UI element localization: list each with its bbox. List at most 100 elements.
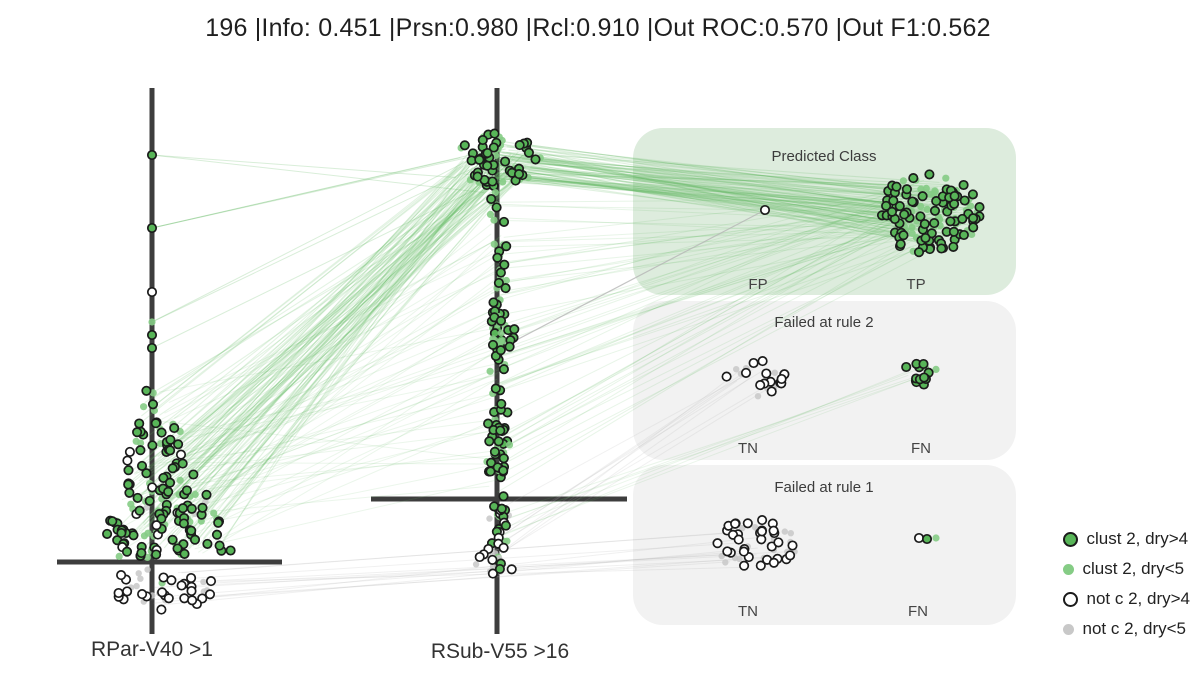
flow-line — [498, 209, 923, 392]
data-point-axis2-top — [500, 156, 511, 167]
flow-line — [153, 168, 520, 398]
flow-line — [132, 147, 497, 471]
data-point-tp-cluster — [923, 205, 931, 213]
data-point-rule1-tn — [739, 560, 750, 571]
flow-line — [160, 420, 501, 461]
flow-line — [173, 167, 514, 419]
data-point-axis1-swarm — [165, 445, 176, 456]
data-point-tp-cluster — [913, 247, 925, 258]
data-point-axis1-swarm — [175, 449, 187, 460]
flow-line — [511, 158, 889, 204]
data-point-axis1-swarm — [156, 513, 167, 524]
data-point-axis2-strand — [490, 240, 498, 248]
flow-line — [505, 246, 911, 482]
data-point-axis2-low-bulge — [489, 446, 500, 457]
flow-line — [499, 192, 919, 296]
flow-line — [527, 172, 948, 188]
data-point-axis1-swarm — [179, 548, 190, 559]
data-point-axis2-strand — [486, 210, 495, 218]
flow-line — [187, 332, 492, 462]
data-point-rule1-tn — [757, 515, 768, 526]
flow-line — [497, 186, 938, 266]
flow-line — [193, 180, 486, 489]
flow-line — [491, 238, 906, 317]
data-point-axis2-strand — [499, 259, 510, 270]
flow-line — [144, 286, 500, 478]
flow-line — [186, 151, 494, 503]
flow-line — [499, 380, 738, 546]
data-point-rule1-tn — [712, 538, 723, 549]
axis1-rule-label: RPar-V40 >1 — [91, 638, 213, 661]
data-point-axis1-swarm — [116, 527, 127, 539]
data-point-axis1-swarm — [202, 538, 213, 549]
flow-line — [162, 260, 498, 542]
data-point-axis1-isolated — [146, 342, 158, 354]
data-point-axis2-low-bulge — [485, 466, 496, 477]
data-point-axis1-below — [186, 572, 197, 584]
legend-item: not c 2, dry>4 — [1062, 584, 1190, 614]
data-point-axis2-top — [459, 140, 470, 151]
data-point-axis1-swarm — [225, 545, 236, 556]
data-point-axis2-strand — [500, 283, 511, 294]
flow-line — [514, 158, 935, 194]
data-point-rule2-fn — [932, 365, 940, 373]
data-point-axis1-swarm — [173, 439, 184, 450]
flow-line — [494, 193, 936, 332]
flow-line — [135, 353, 497, 474]
data-point-axis2-strand — [501, 241, 512, 252]
flow-line — [496, 211, 937, 364]
data-point-tp-cluster — [968, 213, 979, 224]
flow-line — [182, 152, 512, 495]
data-point-rule2-fn — [901, 361, 912, 373]
flow-line — [504, 229, 886, 462]
data-point-tp-cluster — [958, 179, 969, 191]
data-point-rule2-tn — [733, 366, 740, 373]
data-point-tp-cluster — [915, 211, 926, 222]
data-point-axis1-swarm — [151, 520, 162, 531]
flow-line — [501, 220, 961, 385]
data-point-axis2-low-bulge — [505, 441, 514, 449]
data-point-axis2-mid-bulge — [497, 337, 505, 346]
flow-line — [164, 238, 499, 414]
flow-line — [474, 152, 959, 196]
data-point-axis1-swarm — [167, 463, 178, 474]
flow-line — [527, 161, 897, 209]
flow-line — [494, 142, 890, 230]
data-point-rule2-tn — [766, 386, 777, 397]
data-point-axis2-top — [474, 154, 485, 165]
flow-line — [502, 152, 926, 236]
flow-line — [497, 221, 944, 493]
data-point-axis2-bottom-blob — [494, 563, 505, 575]
flow-line — [525, 175, 939, 229]
flow-line — [212, 174, 522, 523]
flow-line — [176, 462, 503, 465]
flow-line — [157, 173, 501, 458]
flow-line — [143, 154, 512, 526]
data-point-axis1-below — [166, 575, 177, 586]
flow-line — [497, 153, 942, 231]
flow-line — [498, 145, 956, 198]
flow-line — [215, 417, 501, 542]
data-point-axis1-swarm — [141, 385, 152, 396]
flow-line — [167, 175, 487, 541]
data-point-tp-cluster — [936, 243, 947, 254]
data-point-axis2-top — [482, 160, 493, 171]
flow-line — [172, 180, 512, 496]
flow-line — [509, 173, 913, 227]
data-point-rule2-tn — [761, 368, 772, 379]
data-point-axis2-strand — [502, 276, 510, 285]
flow-line — [188, 161, 485, 499]
data-point-axis1-below — [144, 566, 151, 573]
flow-line — [154, 557, 781, 588]
legend-label: clust 2, dry>4 — [1086, 529, 1189, 548]
data-point-axis2-strand — [498, 364, 509, 375]
flow-line — [498, 374, 909, 523]
data-point-axis1-below — [176, 580, 187, 591]
data-point-axis2-top — [487, 176, 498, 187]
data-point-axis2-low-bulge — [498, 465, 509, 476]
data-point-tp-cluster — [899, 209, 910, 220]
flow-line — [132, 154, 497, 504]
data-point-tp-cluster — [894, 201, 905, 212]
data-point-tp-cluster — [945, 216, 956, 227]
